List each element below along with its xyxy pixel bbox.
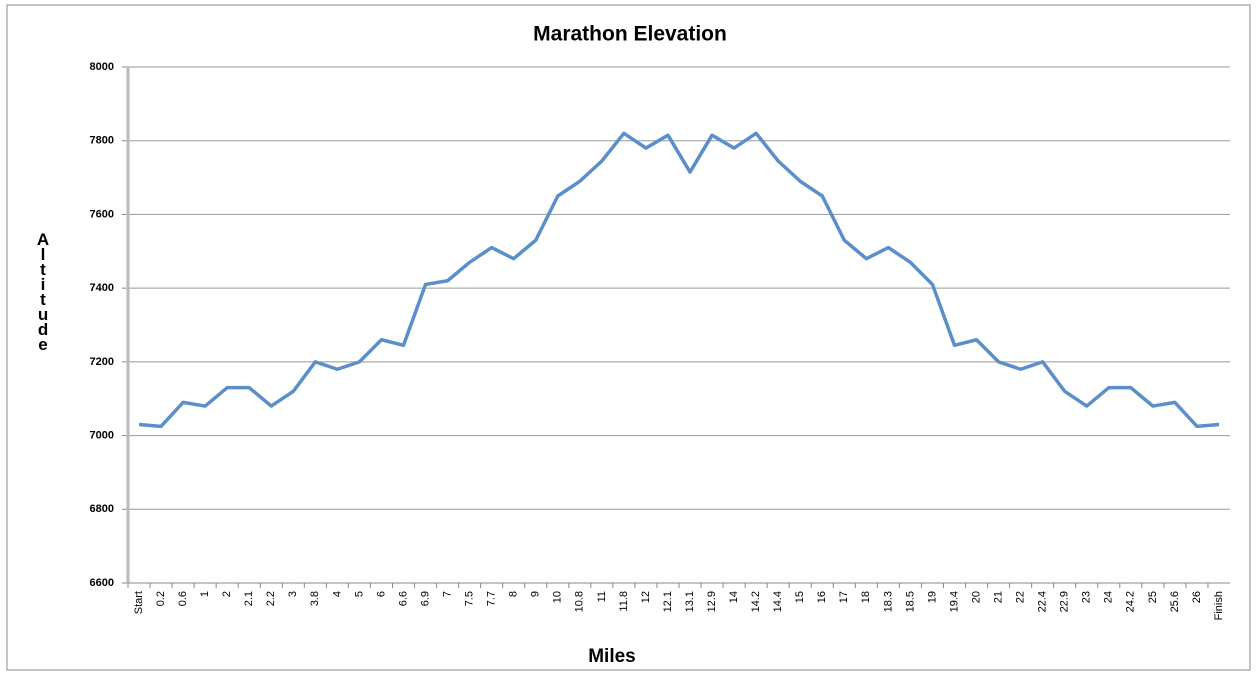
data-line: [138, 131, 1220, 429]
x-tick-label: 0.2: [155, 591, 167, 606]
x-tick-label: 19.4: [948, 591, 960, 612]
y-tick-label: 7400: [90, 282, 114, 294]
y-tick-label: 7800: [90, 135, 114, 147]
x-tick-label: 7.7: [486, 591, 498, 606]
x-tick-label: 17: [838, 591, 850, 603]
x-tick-label: 14: [728, 591, 740, 603]
x-tick-label: 12: [640, 591, 652, 603]
x-tick-label: 9: [530, 591, 542, 597]
y-tick-label: 6800: [90, 503, 114, 515]
x-tick-label: 22.9: [1059, 591, 1071, 612]
x-tick-label: 0.6: [177, 591, 189, 606]
x-tick-label: 25: [1147, 591, 1159, 603]
x-tick-label: 3.8: [309, 591, 321, 606]
x-tick-label: 2: [221, 591, 233, 597]
x-tick-label: 8: [508, 591, 520, 597]
x-tick-label: 24: [1103, 591, 1115, 603]
x-tick-label: 2.1: [243, 591, 255, 606]
x-tick-label: 6.9: [419, 591, 431, 606]
x-tick-label: 12.1: [662, 591, 674, 612]
x-tick-label: 14.2: [750, 591, 762, 612]
x-tick-label: 1: [199, 591, 211, 597]
x-tick-label: 18: [860, 591, 872, 603]
x-tick-label: 11: [596, 591, 608, 602]
x-tick-label: 10.8: [574, 591, 586, 612]
x-tick-label: 26: [1191, 591, 1203, 603]
x-tick-label: 3: [287, 591, 299, 597]
x-tick-label: 14.4: [772, 591, 784, 612]
y-tick-label: 6600: [90, 577, 114, 589]
x-tick-label: 4: [331, 591, 343, 597]
x-tick-label: 15: [794, 591, 806, 603]
chart-border: [6, 4, 1251, 671]
x-tick-label: 18.3: [882, 591, 894, 612]
x-tick-label: Finish: [1213, 591, 1225, 620]
x-tick-label: 22.4: [1037, 591, 1049, 612]
x-tick-label: 22: [1015, 591, 1027, 603]
y-tick-label: 8000: [90, 61, 114, 73]
x-tick-label: 23: [1081, 591, 1093, 603]
y-tick-label: 7200: [90, 356, 114, 368]
x-tick-label: 18.5: [904, 591, 916, 612]
x-tick-label: 12.9: [706, 591, 718, 612]
x-tick-label: 11.8: [618, 591, 630, 612]
x-tick-label: 19: [926, 591, 938, 603]
x-tick-label: 6.6: [397, 591, 409, 606]
chart-title: Marathon Elevation: [533, 23, 727, 46]
x-tick-label: 7: [441, 591, 453, 597]
x-tick-label: Start: [133, 591, 145, 614]
x-tick-label: 16: [816, 591, 828, 603]
y-axis-label: Altitude: [34, 230, 53, 350]
x-tick-label: 13.1: [684, 591, 696, 612]
y-tick-label: 7600: [90, 208, 114, 220]
x-tick-label: 10: [552, 591, 564, 603]
x-tick-label: 24.2: [1125, 591, 1137, 612]
y-tick-label: 7000: [90, 429, 114, 441]
x-tick-label: 20: [970, 591, 982, 603]
x-tick-label: 5: [353, 591, 365, 597]
x-tick-label: 21: [992, 591, 1004, 603]
x-tick-label: 2.2: [265, 591, 277, 606]
x-tick-label: 25.6: [1169, 591, 1181, 612]
x-tick-label: 6: [375, 591, 387, 597]
x-tick-label: 7.5: [464, 591, 476, 606]
x-axis-label: Miles: [588, 646, 636, 667]
